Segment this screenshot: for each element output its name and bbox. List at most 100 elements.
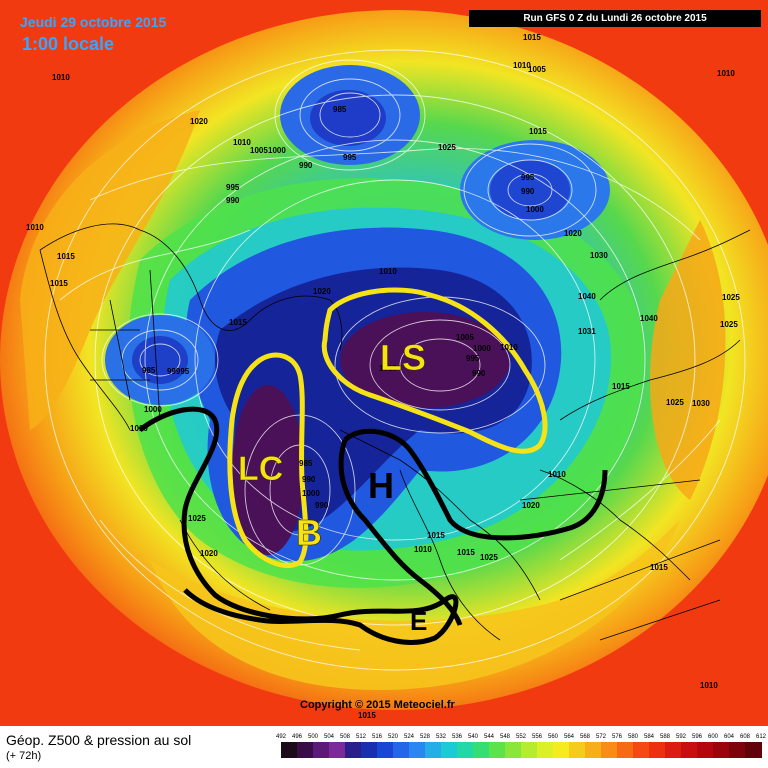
isobar-label: 990	[521, 187, 535, 196]
isobar-label: 1010	[548, 470, 566, 479]
scale-swatch	[601, 742, 618, 758]
scale-swatch	[505, 742, 522, 758]
scale-tick-label: 548	[500, 734, 511, 740]
isobar-label: 990	[299, 161, 313, 170]
model-run-label: Run GFS 0 Z du Lundi 26 octobre 2015	[469, 10, 761, 27]
h-contour-south	[338, 439, 463, 626]
low-alaska-core	[132, 336, 188, 384]
scale-swatch	[409, 742, 426, 758]
isobar-label: 1010	[233, 138, 251, 147]
label-ls: LS	[380, 337, 426, 378]
isobar-label: 990	[226, 196, 240, 205]
isobar-label: 995	[466, 354, 480, 363]
scale-tick-label: 612	[756, 734, 767, 740]
isobar-label: 1010	[717, 69, 735, 78]
isobar-label: 1025	[480, 553, 498, 562]
isobar-label: 1015	[427, 531, 445, 540]
isobar-label: 1025	[438, 143, 456, 152]
isobar-label: 1015	[379, 364, 397, 373]
isobar-label: 1010	[379, 267, 397, 276]
copyright: Copyright © 2015 Meteociel.fr	[300, 699, 455, 711]
label-h: H	[368, 465, 394, 506]
isobar-label: 1015	[523, 33, 541, 42]
isobar-label: 1015	[457, 548, 475, 557]
scale-swatch	[713, 742, 730, 758]
isobar-label: 1015	[50, 279, 68, 288]
isobar-label: 1015	[358, 711, 376, 720]
isobar-label: 1030	[692, 399, 710, 408]
scale-tick-label: 576	[612, 734, 623, 740]
isobar-label: 995	[226, 183, 240, 192]
h-contour	[343, 428, 608, 541]
isobar-label: 1010	[700, 681, 718, 690]
isobar-label: 985	[142, 366, 156, 375]
isobar-label: 1020	[564, 229, 582, 238]
low-center-lc	[232, 385, 304, 555]
scale-tick-label: 496	[292, 734, 303, 740]
forecast-date: Jeudi 29 octobre 2015	[20, 14, 167, 30]
scale-swatch	[665, 742, 682, 758]
isobar-label: 1025	[720, 320, 738, 329]
low-siberia-core	[490, 160, 570, 220]
lc-contour	[227, 352, 309, 569]
isobar-label: 1000	[473, 344, 491, 353]
forecast-hour: (+ 72h)	[6, 750, 42, 762]
scale-swatch	[553, 742, 570, 758]
isobar-label: 1020	[190, 117, 208, 126]
scale-swatch	[473, 742, 490, 758]
scale-tick-label: 604	[724, 734, 735, 740]
isobar-label: 1000	[302, 489, 320, 498]
scale-swatch	[345, 742, 362, 758]
isobar-label: 1040	[640, 314, 658, 323]
scale-tick-label: 492	[276, 734, 287, 740]
isobar-label: 1025	[666, 398, 684, 407]
scale-tick-label: 516	[372, 734, 383, 740]
isobar-label: 1030	[590, 251, 608, 260]
isobar-label: 1005	[250, 146, 268, 155]
parameter-title: Géop. Z500 & pression au sol	[6, 732, 192, 748]
scale-swatch	[313, 742, 330, 758]
b-contour	[138, 406, 459, 645]
scale-swatch	[377, 742, 394, 758]
scale-swatch	[489, 742, 506, 758]
scale-tick-label: 560	[548, 734, 559, 740]
isobars	[44, 49, 746, 671]
scale-tick-label: 504	[324, 734, 335, 740]
scale-tick-label: 552	[516, 734, 527, 740]
scale-tick-label: 580	[628, 734, 639, 740]
scale-tick-label: 556	[532, 734, 543, 740]
isobar-label: 985	[299, 459, 313, 468]
forecast-time: 1:00 locale	[22, 34, 115, 54]
isobar-label: 1010	[52, 73, 70, 82]
scale-tick-label: 528	[420, 734, 431, 740]
scale-swatch	[425, 742, 442, 758]
scale-swatch	[729, 742, 746, 758]
label-lc: LC	[238, 450, 283, 488]
isobar-label: 1000	[268, 146, 286, 155]
scale-swatch	[457, 742, 474, 758]
scale-tick-label: 572	[596, 734, 607, 740]
color-scale: 492 496 500 504 508 512 516 520 524 528 532 536 540 5…	[276, 734, 766, 760]
scale-swatch	[681, 742, 698, 758]
scale-swatch	[585, 742, 602, 758]
scale-tick-label: 500	[308, 734, 319, 740]
isobar-label: 1010	[414, 545, 432, 554]
isobar-label: 1015	[612, 382, 630, 391]
warm-ridge-south	[150, 520, 680, 690]
low-pacific-core	[310, 90, 386, 146]
ls-contour	[321, 287, 548, 454]
scale-swatch	[393, 742, 410, 758]
isobar-label: 985	[333, 105, 347, 114]
label-b: B	[296, 512, 322, 553]
scale-tick-label: 564	[564, 734, 575, 740]
scale-tick-label: 544	[484, 734, 495, 740]
isobar-label: 1031	[578, 327, 596, 336]
scale-swatch	[329, 742, 346, 758]
isobar-label: 1000	[526, 205, 544, 214]
isobar-label: 1015	[529, 127, 547, 136]
isobar-label: 1040	[578, 292, 596, 301]
scale-tick-label: 592	[676, 734, 687, 740]
isobar-label: 1020	[200, 549, 218, 558]
scale-swatch	[441, 742, 458, 758]
